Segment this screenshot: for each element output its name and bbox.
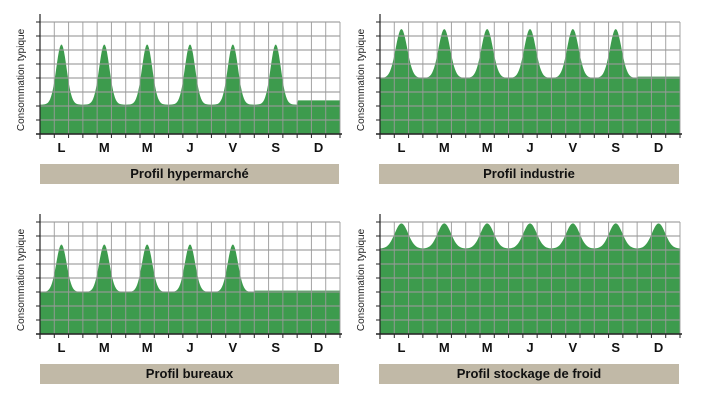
x-tick-label: D bbox=[314, 140, 323, 155]
chart-panel-bureaux: L M M J V S D Consommation typique Profil burea… bbox=[0, 200, 352, 400]
x-tick-label: M bbox=[142, 340, 153, 355]
x-tick-label: M bbox=[99, 340, 110, 355]
x-tick-label: S bbox=[271, 340, 280, 355]
y-axis-label: Consommation typique bbox=[16, 28, 27, 131]
x-tick-label: J bbox=[186, 140, 193, 155]
chart-panel-hypermarche: L M M J V S D Consommation typique Profil hyper… bbox=[0, 0, 352, 200]
x-tick-label: D bbox=[314, 340, 323, 355]
area-series bbox=[40, 244, 340, 334]
x-tick-label: J bbox=[186, 340, 193, 355]
area-series bbox=[380, 29, 680, 134]
x-tick-label: D bbox=[654, 140, 663, 155]
chart-title: Profil industrie bbox=[379, 164, 679, 184]
x-tick-label: L bbox=[57, 140, 65, 155]
x-tick-label: S bbox=[611, 140, 620, 155]
chart-title: Profil stockage de froid bbox=[379, 364, 679, 384]
y-axis-label: Consommation typique bbox=[356, 228, 367, 331]
x-tick-label: M bbox=[482, 140, 493, 155]
x-tick-label: M bbox=[439, 140, 450, 155]
chart-title: Profil hypermarché bbox=[40, 164, 339, 184]
chart-panel-stockage-froid: L M M J V S D Consommation typique Profil stock… bbox=[340, 200, 692, 400]
x-tick-label: M bbox=[99, 140, 110, 155]
x-tick-label: J bbox=[526, 340, 533, 355]
x-tick-label: V bbox=[569, 140, 578, 155]
x-tick-label: M bbox=[439, 340, 450, 355]
x-tick-label: J bbox=[526, 140, 533, 155]
chart-panel-industrie: L M M J V S D Consommation typique Profil indus… bbox=[340, 0, 692, 200]
y-axis-label: Consommation typique bbox=[356, 28, 367, 131]
chart-hypermarche: L M M J V S D Consommation typique bbox=[16, 14, 342, 155]
x-tick-label: L bbox=[397, 340, 405, 355]
x-tick-label: M bbox=[482, 340, 493, 355]
chart-bureaux: L M M J V S D Consommation typique bbox=[16, 214, 342, 355]
x-tick-label: V bbox=[569, 340, 578, 355]
area-series bbox=[380, 223, 680, 334]
y-axis-label: Consommation typique bbox=[16, 228, 27, 331]
chart-stockage-froid: L M M J V S D Consommation typique bbox=[356, 214, 682, 355]
x-tick-label: L bbox=[57, 340, 65, 355]
chart-industrie: L M M J V S D Consommation typique bbox=[356, 14, 682, 155]
x-tick-label: V bbox=[229, 140, 238, 155]
area-series bbox=[40, 44, 340, 134]
x-tick-label: S bbox=[271, 140, 280, 155]
x-tick-label: L bbox=[397, 140, 405, 155]
x-tick-label: S bbox=[611, 340, 620, 355]
x-tick-label: D bbox=[654, 340, 663, 355]
chart-title: Profil bureaux bbox=[40, 364, 339, 384]
x-tick-label: V bbox=[229, 340, 238, 355]
x-tick-label: M bbox=[142, 140, 153, 155]
